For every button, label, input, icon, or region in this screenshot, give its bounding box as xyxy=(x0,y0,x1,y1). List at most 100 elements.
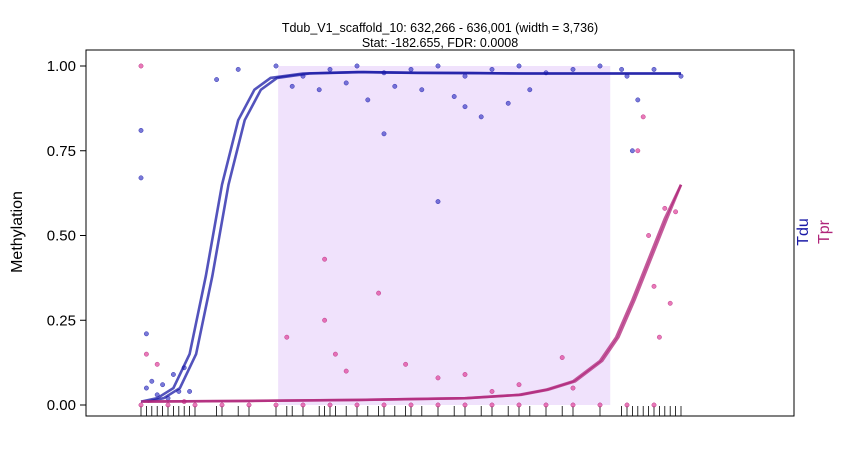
tdu-point xyxy=(435,63,441,69)
tdu-point xyxy=(651,66,657,72)
tdu-point xyxy=(160,382,166,388)
tpr-point xyxy=(165,402,171,408)
legend-label-tpr: Tpr xyxy=(816,219,833,244)
chart-subtitle: Stat: -182.655, FDR: 0.0008 xyxy=(362,36,518,50)
tdu-point xyxy=(170,372,176,377)
tpr-smooth-line xyxy=(143,184,683,403)
tpr-point xyxy=(570,385,576,391)
tdu-point xyxy=(505,100,511,106)
tpr-point xyxy=(489,402,495,408)
tpr-point xyxy=(322,256,327,262)
tdu-point xyxy=(143,385,149,391)
plot-frame xyxy=(85,49,795,417)
tpr-point xyxy=(559,355,565,360)
tdu-point xyxy=(392,83,398,89)
y-tick-label: 1.00 xyxy=(47,58,76,75)
tdu-point xyxy=(327,66,333,72)
tpr-point xyxy=(138,402,144,408)
tdu-point xyxy=(419,87,425,93)
tpr-point xyxy=(435,402,441,408)
tpr-point xyxy=(343,368,349,374)
tdu-point xyxy=(516,63,522,69)
tpr-point xyxy=(284,334,290,340)
tpr-point xyxy=(322,317,327,323)
points-layer xyxy=(138,63,684,408)
tdu-point xyxy=(149,378,155,384)
tdu-point xyxy=(435,199,441,205)
tdu-point xyxy=(597,63,603,69)
tpr-point xyxy=(403,361,408,367)
tpr-point xyxy=(408,402,414,408)
tpr-point xyxy=(667,300,673,306)
dmr-region xyxy=(278,66,611,405)
chart-title: Tdub_V1_scaffold_10: 632,266 - 636,001 (… xyxy=(282,21,598,35)
tpr-point xyxy=(651,402,657,408)
y-tick-label: 0.50 xyxy=(47,228,76,245)
tdu-point xyxy=(143,331,149,337)
tdu-point xyxy=(635,97,641,103)
tdu-point xyxy=(138,128,144,133)
tpr-point xyxy=(300,402,306,408)
tdu-point xyxy=(343,80,349,86)
tpr-point xyxy=(143,351,149,357)
rug-layer xyxy=(140,406,682,416)
tpr-point xyxy=(354,402,360,408)
tdu-point xyxy=(478,114,484,120)
tpr-point xyxy=(273,402,279,408)
tdu-point xyxy=(489,66,495,72)
tdu-point xyxy=(316,87,322,93)
tpr-point xyxy=(635,148,641,154)
tdu-point xyxy=(570,66,576,72)
tpr-point xyxy=(624,402,630,408)
tpr-point xyxy=(327,402,333,408)
tpr-point xyxy=(381,402,387,408)
tpr-point xyxy=(435,375,441,381)
tpr-point xyxy=(570,402,576,408)
tdu-point xyxy=(462,73,468,79)
tdu-point xyxy=(354,63,360,69)
tpr-point xyxy=(662,205,668,211)
tpr-point xyxy=(673,209,678,215)
tpr-point xyxy=(138,63,144,69)
smooth-layer xyxy=(140,70,683,403)
tdu-point xyxy=(451,94,457,99)
tpr-point xyxy=(646,233,651,238)
tdu-point xyxy=(273,63,279,69)
tdu-smooth-line xyxy=(147,70,681,403)
tdu-point xyxy=(289,83,295,89)
tdu-point xyxy=(235,66,241,72)
y-tick-label: 0.25 xyxy=(47,312,76,329)
tpr-point xyxy=(597,402,603,408)
dmr-region-layer xyxy=(278,66,611,405)
tdu-point xyxy=(138,175,144,181)
tpr-point xyxy=(376,290,381,296)
tpr-point xyxy=(489,389,495,394)
tpr-point xyxy=(246,402,252,408)
tpr-point xyxy=(516,382,522,388)
tdu-point xyxy=(408,66,414,72)
y-axis: 0.00 0.25 0.50 0.75 1.00 xyxy=(47,58,86,414)
tpr-point xyxy=(192,402,198,408)
tpr-point xyxy=(219,402,225,408)
tpr-point xyxy=(640,114,646,120)
tpr-point xyxy=(154,361,160,367)
legend-label-tdu: Tdu xyxy=(795,218,812,246)
tdu-point xyxy=(187,389,193,394)
tpr-point xyxy=(462,402,468,408)
tdu-point xyxy=(619,66,624,72)
y-tick-label: 0.75 xyxy=(47,143,76,160)
y-axis-title: Methylation xyxy=(9,191,26,273)
tdu-point xyxy=(365,97,371,103)
tdu-point xyxy=(462,104,468,110)
tdu-point xyxy=(381,131,387,137)
tpr-point xyxy=(543,402,549,408)
tdu-point xyxy=(527,87,533,93)
tdu-point xyxy=(214,77,220,82)
y-tick-label: 0.00 xyxy=(47,397,76,414)
tpr-point xyxy=(332,351,338,357)
tdu-point xyxy=(630,148,635,154)
tpr-point xyxy=(516,402,522,408)
tpr-point xyxy=(462,372,468,377)
tpr-point xyxy=(651,283,657,289)
